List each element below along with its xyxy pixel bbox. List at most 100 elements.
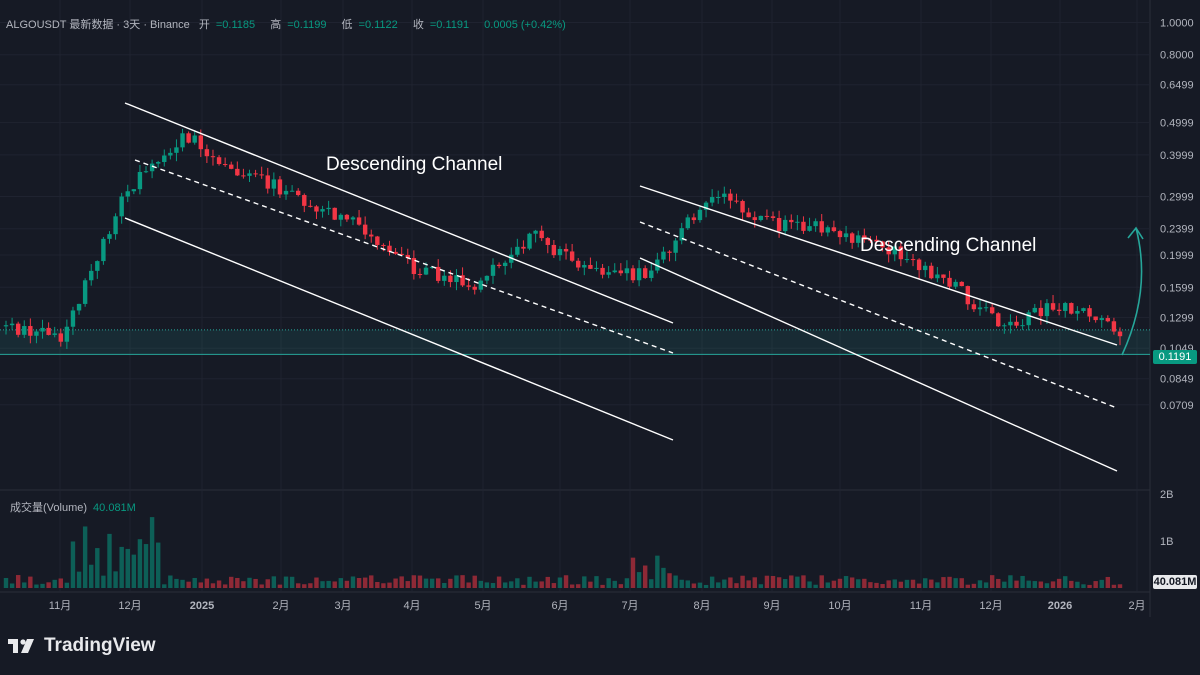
volume-bar bbox=[594, 576, 599, 588]
volume-bar bbox=[40, 583, 45, 588]
volume-bar bbox=[369, 575, 374, 588]
volume-bar bbox=[606, 578, 611, 588]
volume-bar bbox=[709, 576, 715, 588]
candle-body bbox=[70, 310, 76, 327]
candle-body bbox=[533, 230, 538, 234]
candle-body bbox=[661, 251, 666, 260]
volume-bar bbox=[996, 578, 1001, 588]
candle-body bbox=[113, 216, 118, 235]
volume-bar bbox=[588, 581, 593, 588]
volume-bar bbox=[1002, 581, 1007, 588]
candle-body bbox=[874, 239, 879, 242]
footer bbox=[0, 617, 1200, 675]
candle-body bbox=[576, 260, 581, 268]
volume-bar bbox=[308, 583, 313, 588]
candle-body bbox=[795, 221, 800, 223]
candle-body bbox=[728, 193, 733, 201]
x-tick-label: 12月 bbox=[118, 600, 141, 612]
volume-bar bbox=[1020, 575, 1025, 588]
volume-bar bbox=[1050, 581, 1056, 588]
candle-body bbox=[1087, 308, 1092, 317]
candle-body bbox=[64, 326, 70, 342]
candle-body bbox=[222, 164, 228, 166]
volume-bar bbox=[983, 582, 989, 588]
candle-body bbox=[119, 196, 124, 217]
volume-bars bbox=[3, 517, 1123, 588]
volume-bar bbox=[411, 575, 417, 588]
candle-body bbox=[618, 270, 624, 274]
volume-bar bbox=[679, 579, 684, 588]
candle-body bbox=[338, 214, 344, 220]
volume-bar bbox=[131, 554, 137, 588]
x-tick-label: 11月 bbox=[910, 600, 932, 612]
candle-body bbox=[369, 234, 374, 237]
volume-bar bbox=[551, 583, 557, 588]
volume-bar bbox=[478, 580, 484, 588]
volume-bar bbox=[332, 581, 337, 588]
volume-bar bbox=[192, 577, 197, 588]
volume-bar bbox=[265, 579, 270, 588]
volume-bar bbox=[1014, 580, 1019, 588]
candle-body bbox=[831, 227, 837, 232]
legend-symbol: ALGOUSDT 最新数据 · 3天 · Binance bbox=[6, 19, 190, 31]
candle-body bbox=[557, 248, 563, 256]
channel-boundary bbox=[639, 257, 1118, 472]
last-volume-tag: 40.081M bbox=[1153, 575, 1197, 589]
candle-body bbox=[174, 147, 179, 153]
x-tick-label: 3月 bbox=[334, 600, 351, 612]
volume-bar bbox=[399, 576, 404, 588]
candlesticks bbox=[3, 128, 1123, 349]
volume-bar bbox=[70, 541, 76, 588]
candle-body bbox=[935, 274, 940, 279]
volume-bar bbox=[119, 546, 124, 588]
volume-bar bbox=[904, 579, 910, 588]
volume-bar bbox=[527, 576, 532, 588]
candle-body bbox=[484, 275, 490, 281]
candle-body bbox=[496, 264, 502, 267]
candle-body bbox=[1056, 309, 1062, 311]
volume-bar bbox=[210, 583, 216, 588]
x-tick-label: 11月 bbox=[49, 600, 71, 612]
candle-body bbox=[801, 221, 806, 231]
candle-body bbox=[825, 227, 831, 233]
volume-bar bbox=[442, 582, 447, 588]
candle-body bbox=[843, 233, 849, 238]
candle-body bbox=[3, 325, 9, 327]
candle-body bbox=[996, 313, 1001, 327]
candle-body bbox=[143, 171, 149, 173]
volume-bar bbox=[630, 557, 636, 588]
candle-body bbox=[947, 277, 952, 287]
candle-body bbox=[436, 266, 441, 281]
candle-body bbox=[46, 327, 51, 335]
volume-bar bbox=[661, 567, 666, 588]
candle-body bbox=[807, 226, 812, 231]
candle-body bbox=[387, 245, 392, 252]
candle-body bbox=[862, 235, 867, 240]
volume-bar bbox=[1026, 580, 1031, 588]
last-price-tag: 0.1191 bbox=[1153, 350, 1197, 364]
candle-body bbox=[709, 197, 715, 203]
candle-body bbox=[429, 266, 435, 268]
volume-bar bbox=[3, 578, 9, 588]
candle-body bbox=[326, 207, 331, 210]
x-tick-label: 2月 bbox=[1128, 600, 1145, 612]
candle-body bbox=[253, 173, 258, 175]
candle-body bbox=[265, 175, 270, 189]
candle-body bbox=[679, 228, 684, 241]
volume-tick-label: 1B bbox=[1160, 536, 1173, 548]
volume-bar bbox=[180, 579, 185, 588]
candle-body bbox=[472, 286, 477, 290]
candle-body bbox=[569, 251, 575, 261]
y-tick-label: 0.0849 bbox=[1160, 374, 1194, 386]
volume-bar bbox=[259, 584, 264, 588]
candle-body bbox=[527, 233, 532, 249]
tradingview-logo[interactable]: TradingView bbox=[8, 635, 156, 657]
x-tick-label: 6月 bbox=[551, 600, 568, 612]
candle-body bbox=[1044, 303, 1050, 317]
candle-body bbox=[375, 236, 380, 245]
volume-bar bbox=[101, 575, 106, 588]
volume-bar bbox=[436, 578, 441, 588]
x-tick-label: 8月 bbox=[693, 600, 710, 612]
volume-bar bbox=[9, 583, 15, 588]
